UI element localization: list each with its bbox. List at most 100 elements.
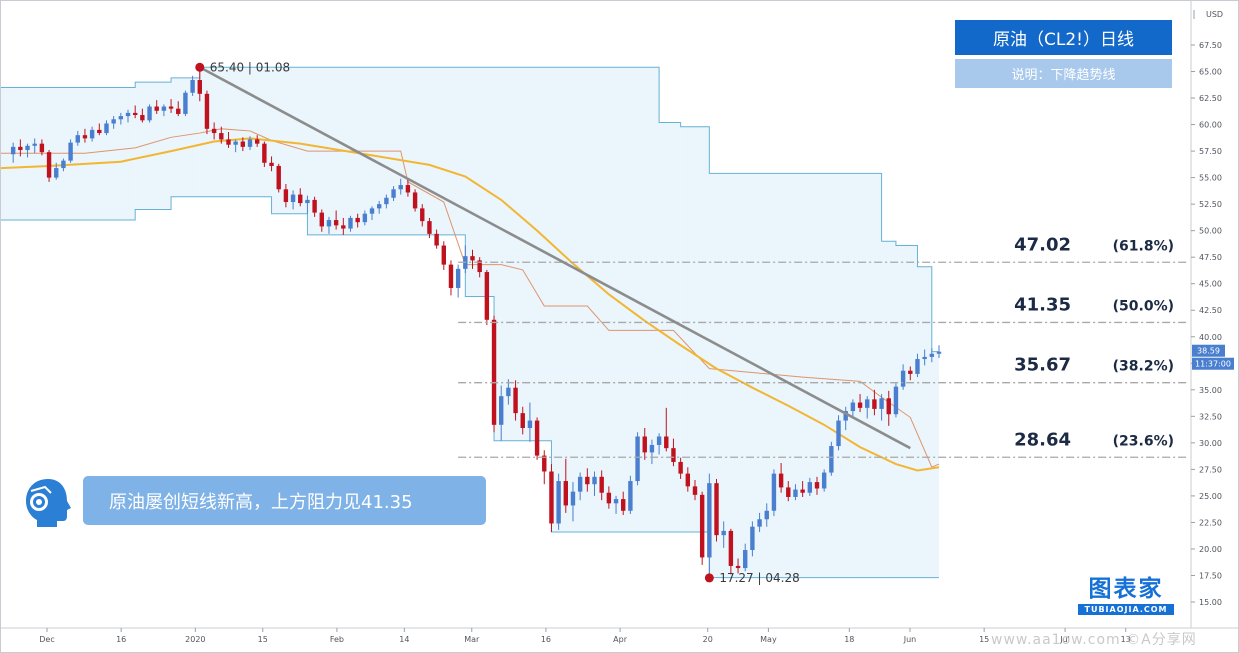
price-axis-label: 17.50: [1199, 571, 1222, 580]
price-axis-label: 32.50: [1199, 412, 1222, 421]
envelope-band-segment: [917, 266, 932, 578]
envelope-band-segment: [135, 82, 172, 210]
candle-body: [900, 370, 906, 387]
fib-level-percent: (61.8%): [1113, 238, 1174, 254]
candle-body: [254, 139, 260, 144]
candle-body: [793, 489, 798, 497]
candle-body: [743, 550, 748, 569]
candle-body: [642, 436, 647, 453]
candle-body: [786, 487, 791, 497]
candle-body: [190, 80, 195, 93]
candle-body: [699, 494, 705, 558]
moving-average-line: [1, 137, 940, 472]
envelope-band-segment: [465, 67, 487, 297]
time-axis-label: Jul: [1059, 635, 1070, 644]
candle-body: [305, 199, 310, 204]
envelope-band-segment: [680, 126, 710, 532]
envelope-band-segment: [852, 173, 882, 578]
price-axis-label: 67.50: [1199, 41, 1222, 50]
envelope-band-segment: [486, 67, 495, 297]
candle-body: [477, 260, 482, 273]
price-axis-label: 60.00: [1199, 121, 1222, 130]
candle-body: [728, 530, 734, 566]
candle-body: [850, 402, 856, 412]
candle-body: [420, 208, 425, 222]
price-axis-label: 20.00: [1199, 545, 1222, 554]
envelope-band-segment: [458, 67, 466, 235]
candle-body: [168, 106, 174, 109]
candle-body: [606, 492, 612, 504]
candle-body: [312, 199, 317, 213]
candle-body: [570, 491, 576, 506]
candle-body: [721, 530, 726, 536]
candle-body: [936, 351, 942, 354]
envelope-band-segment: [895, 245, 918, 578]
candle-body: [46, 152, 52, 178]
candle-body: [671, 448, 676, 462]
candle-body: [563, 481, 568, 506]
candle-body: [865, 399, 870, 408]
candle-body: [39, 143, 45, 153]
envelope-band-segment: [494, 67, 552, 441]
candle-body: [764, 510, 769, 520]
candle-body: [857, 402, 863, 408]
candle-body: [843, 411, 848, 421]
candle-body: [226, 139, 231, 145]
candle-body: [319, 212, 324, 227]
time-axis-label: 16: [541, 635, 551, 644]
fib-level-percent: (23.6%): [1113, 433, 1174, 449]
envelope-band-segment: [651, 67, 660, 532]
candle-body: [556, 481, 561, 524]
envelope-upper-line: [1, 66, 940, 353]
candle-body: [434, 233, 439, 246]
candle-body: [778, 473, 784, 488]
candle-body: [247, 139, 253, 147]
candle-body: [613, 499, 619, 504]
candle-body: [707, 483, 712, 558]
candle-body: [872, 399, 877, 409]
candle-body: [412, 192, 418, 209]
price-axis-label: 55.00: [1199, 174, 1222, 183]
time-axis-label: Mar: [464, 635, 480, 644]
time-axis-label: 14: [399, 635, 409, 644]
commentary-banner: 原油屡创短线新高，上方阻力见41.35: [83, 476, 486, 525]
candle-body: [915, 359, 920, 374]
candle-body: [879, 398, 884, 409]
price-axis-label: 47.50: [1199, 253, 1222, 262]
candle-body: [276, 165, 281, 190]
candle-body: [499, 396, 504, 425]
candle-body: [262, 143, 267, 163]
price-axis-label: 27.50: [1199, 465, 1222, 474]
candle-body: [448, 264, 454, 288]
downtrend-line: [199, 66, 911, 450]
chart-subtitle: 说明：下降趋势线: [955, 59, 1172, 88]
price-axis-label: 57.50: [1199, 147, 1222, 156]
tubiaojia-logo: 图表家 TUBIAOJIA.COM: [1078, 576, 1174, 616]
candle-body: [635, 436, 640, 482]
pivot-marker: [704, 573, 714, 583]
candle-body: [219, 133, 224, 140]
time-axis-label: 15: [258, 635, 268, 644]
candle-body: [621, 499, 626, 511]
candle-body: [97, 129, 102, 134]
time-axis-label: 16: [116, 635, 126, 644]
pivot-label: 65.40 | 01.08: [210, 60, 290, 74]
candle-body: [111, 119, 116, 124]
candle-body: [506, 387, 511, 397]
last-price-badge: [1192, 344, 1225, 357]
candle-body: [183, 92, 188, 114]
candle-body: [147, 106, 152, 121]
candle-body: [929, 353, 935, 357]
candle-body: [484, 272, 490, 320]
candle-body: [25, 145, 30, 151]
candle-body: [585, 476, 590, 485]
candle-body: [176, 108, 181, 114]
candle-body: [685, 473, 691, 487]
candle-body: [771, 473, 777, 511]
candle-body: [348, 217, 353, 229]
baseline-line: [1, 128, 940, 468]
candle-body: [269, 162, 274, 166]
fib-level-percent: (38.2%): [1113, 359, 1174, 375]
